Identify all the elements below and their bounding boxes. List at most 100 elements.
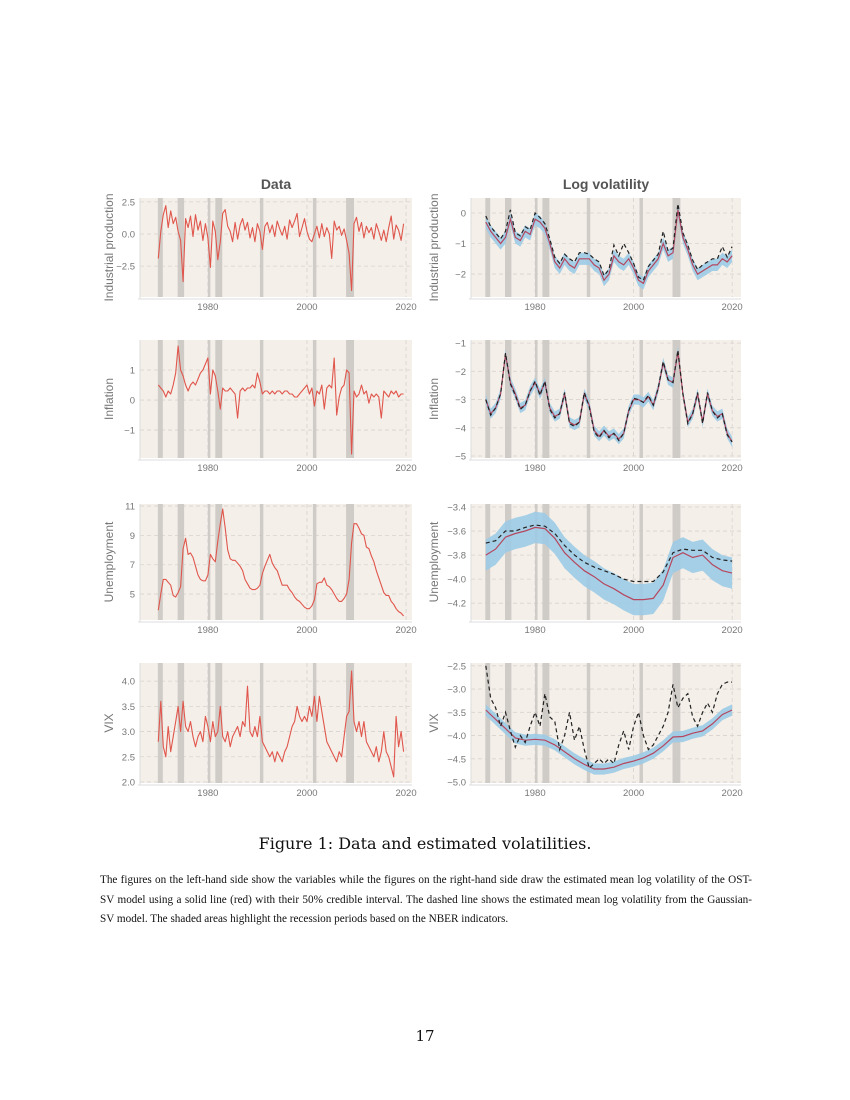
y-axis-label: VIX	[102, 713, 116, 732]
ost-sv-mean-line	[485, 209, 733, 285]
x-tick-label: 1980	[524, 302, 545, 313]
recession-shading	[542, 663, 550, 783]
y-tick-label: −4.0	[447, 731, 466, 742]
x-tick-label: 2020	[722, 463, 743, 474]
y-tick-label: 2.0	[122, 777, 135, 788]
recession-shading	[535, 198, 538, 297]
recession-shading	[639, 198, 643, 297]
y-tick-label: −2.5	[447, 661, 466, 672]
column-title-data: Data	[261, 176, 292, 192]
recession-shading	[215, 504, 223, 620]
gaussian-sv-dashed-line	[485, 350, 733, 443]
y-axis-label: Industrial production	[427, 193, 441, 301]
data-series-line	[157, 508, 405, 617]
panel-vix-data: 4.0 3.5 3.0 2.5 2.0 1980 2000 2020 VIX	[102, 663, 417, 799]
y-tick-label: 2.5	[122, 752, 135, 763]
y-tick-label: −2.5	[116, 262, 135, 273]
x-tick-label: 2000	[296, 788, 317, 799]
panel-industrial-production-data: 2.5 0.0 −2.5 1980 2000 2020 Industrial product…	[102, 193, 417, 313]
recession-shading	[504, 198, 512, 297]
credible-interval-band	[485, 511, 733, 616]
recession-shading	[586, 198, 591, 297]
x-tick-label: 1980	[524, 788, 545, 799]
x-tick-label: 2000	[623, 625, 644, 636]
y-axis-label: VIX	[427, 713, 441, 732]
recession-shading	[207, 340, 211, 458]
x-tick-label: 1980	[197, 463, 218, 474]
y-tick-label: −4.0	[447, 575, 466, 586]
y-tick-label: −2	[455, 367, 466, 378]
y-axis-label: Unemployment	[427, 521, 441, 602]
x-tick-label: 2020	[722, 302, 743, 313]
y-tick-label: −5.0	[447, 778, 466, 789]
y-axis-label: Unemployment	[102, 521, 116, 602]
panel-industrial-production-log-volatility: 0 −1 −2 1980 2000 2020 Industrial production	[427, 193, 743, 313]
recession-shading	[504, 504, 512, 620]
gaussian-sv-dashed-line	[485, 665, 733, 770]
y-axis-label: Industrial production	[102, 193, 116, 301]
y-tick-label: 2.5	[122, 197, 135, 208]
x-tick-label: 2020	[395, 302, 416, 313]
y-tick-label: 3.5	[122, 702, 135, 713]
gaussian-sv-dashed-line	[485, 524, 733, 583]
recession-shading	[504, 663, 512, 783]
plot-background	[471, 340, 741, 458]
recession-shading	[157, 504, 163, 620]
recession-shading	[312, 504, 317, 620]
recession-shading	[215, 198, 223, 297]
y-tick-label: 11	[125, 502, 135, 513]
y-tick-label: −3.4	[447, 503, 466, 514]
x-tick-label: 2020	[722, 788, 743, 799]
x-tick-label: 2020	[395, 788, 416, 799]
recession-shading	[535, 504, 538, 620]
y-axis-label: Inflation	[102, 378, 116, 420]
recession-shading	[177, 504, 185, 620]
y-tick-label: −3.6	[447, 527, 466, 538]
y-tick-label: 7	[130, 560, 135, 571]
y-tick-label: 5	[130, 590, 135, 601]
recession-shading	[259, 504, 264, 620]
y-tick-label: −3.5	[447, 708, 466, 719]
panel-inflation-data: 1 0 −1 1980 2000 2020 Inflation	[102, 340, 417, 474]
page-number: 17	[415, 1027, 435, 1045]
panel-vix-log-volatility: −2.5 −3.0 −3.5 −4.0 −4.5 −5.0 1980 2000 2020 VIX	[427, 661, 743, 799]
x-tick-label: 2000	[296, 463, 317, 474]
y-tick-label: 3.0	[122, 727, 135, 738]
plot-background	[140, 198, 412, 297]
y-axis-label: Inflation	[427, 378, 441, 420]
recession-shading	[157, 198, 163, 297]
recession-shading	[542, 340, 550, 458]
recession-shading	[157, 340, 163, 458]
data-series-line	[157, 345, 404, 455]
panel-unemployment-log-volatility: −3.4 −3.6 −3.8 −4.0 −4.2 1980 2000 2020 Unemploy…	[427, 503, 743, 636]
recession-shading	[535, 663, 538, 783]
y-tick-label: 4.0	[122, 677, 135, 688]
y-tick-label: −3.8	[447, 551, 466, 562]
recession-shading	[542, 198, 550, 297]
plot-background	[140, 504, 412, 620]
x-tick-label: 1980	[197, 625, 218, 636]
recession-shading	[639, 504, 643, 620]
plot-background	[140, 340, 412, 458]
y-tick-label: 0.0	[122, 230, 135, 241]
ost-sv-mean-line	[485, 709, 733, 770]
x-tick-label: 1980	[524, 625, 545, 636]
x-tick-label: 1980	[197, 788, 218, 799]
recession-shading	[504, 340, 512, 458]
plot-background	[471, 663, 741, 783]
recession-shading	[485, 340, 491, 458]
x-tick-label: 2020	[395, 463, 416, 474]
x-tick-label: 1980	[524, 463, 545, 474]
x-tick-label: 2000	[296, 625, 317, 636]
recession-shading	[312, 198, 317, 297]
y-tick-label: −4	[455, 423, 466, 434]
x-tick-label: 2000	[623, 463, 644, 474]
figure-1: Data Log volatility 2.5 0.0 −2.5 1980 2000 2020…	[102, 176, 743, 799]
x-tick-label: 2000	[623, 788, 644, 799]
y-tick-label: 1	[130, 366, 135, 377]
recession-shading	[312, 340, 317, 458]
gaussian-sv-dashed-line	[485, 203, 733, 282]
data-series-line	[157, 205, 405, 292]
data-series-line	[157, 670, 405, 778]
